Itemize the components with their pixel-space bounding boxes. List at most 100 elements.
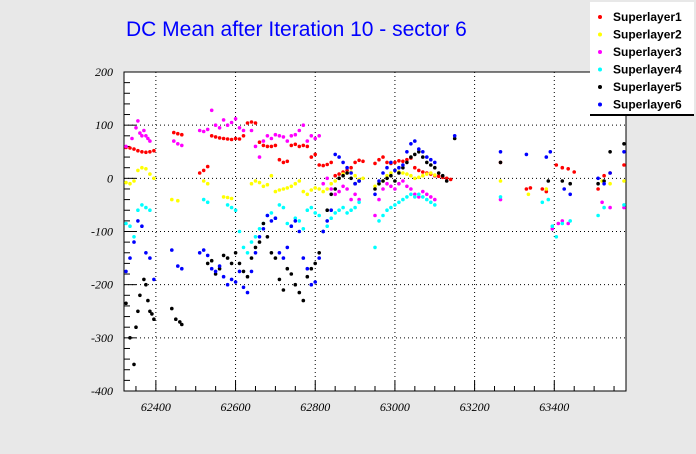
axes: 62400 62600 62800 63000 63200 63400 -400 -300 -2… xyxy=(91,65,615,414)
data-point xyxy=(341,160,345,165)
data-point xyxy=(221,195,226,199)
legend-entry: Superlayer3 xyxy=(613,45,682,59)
data-point xyxy=(309,134,314,138)
data-point xyxy=(261,143,266,148)
data-point xyxy=(253,121,258,125)
data-point xyxy=(425,172,429,176)
data-point xyxy=(377,157,381,162)
data-point xyxy=(140,224,144,228)
data-point xyxy=(217,264,222,268)
data-point xyxy=(293,219,298,223)
data-point xyxy=(556,221,561,226)
data-point xyxy=(389,184,393,189)
data-point xyxy=(421,150,425,154)
data-point xyxy=(568,192,572,197)
data-point xyxy=(345,211,349,215)
data-point xyxy=(261,184,266,189)
data-point xyxy=(600,200,604,205)
data-point xyxy=(333,179,338,183)
data-point xyxy=(136,168,140,173)
data-point xyxy=(134,126,138,130)
data-point xyxy=(325,208,330,212)
data-point xyxy=(313,152,318,157)
data-point xyxy=(273,189,278,194)
data-point xyxy=(180,143,184,148)
legend-entry: Superlayer2 xyxy=(613,28,682,42)
data-point xyxy=(401,165,405,170)
data-point xyxy=(429,195,433,199)
data-point xyxy=(436,171,441,175)
data-point xyxy=(297,229,302,234)
data-point xyxy=(413,165,417,170)
data-point xyxy=(170,248,174,252)
data-point xyxy=(213,135,218,139)
data-point xyxy=(345,168,349,173)
data-point xyxy=(498,179,503,183)
data-point xyxy=(622,163,626,167)
data-point xyxy=(128,224,132,228)
data-point xyxy=(325,187,330,191)
data-point xyxy=(337,208,341,212)
data-point xyxy=(405,172,409,176)
data-point xyxy=(305,266,310,271)
data-point xyxy=(405,157,409,162)
data-point xyxy=(237,126,242,130)
data-point xyxy=(201,248,206,252)
data-point xyxy=(293,142,298,147)
data-point xyxy=(301,256,306,260)
data-point xyxy=(289,143,294,148)
data-point xyxy=(498,160,503,165)
data-point xyxy=(409,192,413,197)
x-tick-label: 63000 xyxy=(380,400,410,414)
data-point xyxy=(225,137,230,141)
data-point xyxy=(389,160,393,165)
data-point xyxy=(140,150,144,154)
data-point xyxy=(333,173,338,178)
y-tick-label: -300 xyxy=(91,331,113,345)
data-point xyxy=(602,181,606,186)
data-point xyxy=(329,181,334,186)
data-point xyxy=(325,162,330,167)
data-point xyxy=(357,158,361,163)
data-point xyxy=(301,298,306,303)
data-point xyxy=(297,179,302,183)
data-point xyxy=(429,163,433,167)
y-tick-label: 200 xyxy=(95,65,113,79)
data-point xyxy=(148,208,152,212)
data-point xyxy=(436,174,441,178)
data-point xyxy=(293,181,298,186)
data-point xyxy=(329,208,334,212)
data-point xyxy=(273,256,278,260)
data-point xyxy=(421,189,425,194)
data-point xyxy=(269,136,274,141)
legend-entry: Superlayer4 xyxy=(613,63,682,77)
data-point xyxy=(289,224,294,228)
data-point xyxy=(180,266,184,271)
data-point xyxy=(429,200,433,205)
data-point xyxy=(421,155,425,159)
data-point xyxy=(596,181,600,186)
data-point xyxy=(265,235,270,239)
data-point xyxy=(213,269,218,274)
data-point xyxy=(554,163,559,167)
data-point xyxy=(170,306,174,311)
data-point xyxy=(134,325,138,330)
data-point xyxy=(241,128,246,133)
data-point xyxy=(269,219,274,223)
data-point xyxy=(253,179,258,183)
data-point xyxy=(596,213,600,218)
data-point xyxy=(146,298,150,303)
data-point xyxy=(180,132,184,137)
data-point xyxy=(152,176,156,181)
data-point xyxy=(257,180,262,185)
data-point xyxy=(562,187,566,191)
y-tick-label: -200 xyxy=(91,278,113,292)
data-point xyxy=(257,240,262,244)
data-point xyxy=(602,179,606,183)
data-point xyxy=(373,245,377,250)
data-point xyxy=(393,203,397,207)
data-point xyxy=(566,221,570,226)
data-point xyxy=(405,184,409,189)
data-point xyxy=(205,253,210,258)
data-point xyxy=(201,179,206,183)
